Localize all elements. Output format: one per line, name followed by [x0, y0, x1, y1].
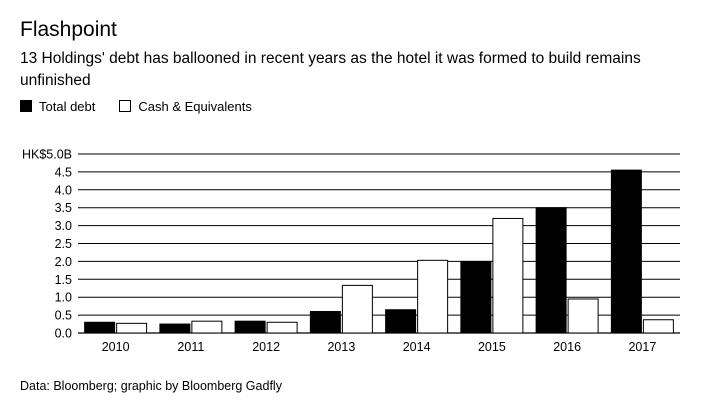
legend-swatch-cash: [119, 100, 132, 112]
legend-label-cash: Cash & Equivalents: [138, 98, 252, 114]
legend: Total debt Cash & Equivalents: [20, 97, 276, 115]
legend-item-total-debt: Total debt: [20, 99, 95, 114]
bar-cash-2013: [341, 284, 373, 334]
x-tick-label-2013: 2013: [327, 340, 355, 354]
bar-total-debt-2011: [159, 323, 191, 334]
source-note: Data: Bloomberg; graphic by Bloomberg Ga…: [20, 379, 282, 393]
x-tick-label-2014: 2014: [403, 340, 431, 354]
y-tick-label-0: 0.0: [55, 327, 72, 341]
bar-total-debt-2014: [385, 309, 417, 334]
bar-cash-2014: [417, 259, 449, 334]
y-tick-label-2: 1.0: [55, 291, 72, 305]
x-tick-label-2011: 2011: [177, 340, 204, 354]
x-tick-label-2012: 2012: [252, 340, 280, 354]
bar-total-debt-2016: [535, 207, 567, 334]
bar-total-debt-2010: [84, 321, 116, 334]
y-tick-label-5: 2.5: [55, 237, 72, 251]
x-tick-label-2016: 2016: [553, 340, 581, 354]
y-tick-label-1: 0.5: [55, 309, 72, 323]
legend-label-total-debt: Total debt: [39, 98, 96, 114]
x-tick-label-2010: 2010: [102, 340, 130, 354]
legend-item-cash: Cash & Equivalents: [119, 98, 252, 114]
bar-total-debt-2017: [610, 169, 642, 334]
bar-cash-2010: [116, 322, 148, 334]
y-tick-label-10: HK$5.0B: [22, 148, 72, 162]
y-tick-label-8: 4.0: [55, 183, 72, 197]
legend-swatch-total-debt: [20, 100, 32, 112]
x-tick-label-2017: 2017: [628, 340, 656, 354]
y-tick-label-9: 4.5: [55, 165, 72, 179]
bar-total-debt-2013: [309, 311, 341, 334]
bar-cash-2015: [492, 217, 524, 334]
x-tick-label-2015: 2015: [478, 340, 506, 354]
chart-subtitle: 13 Holdings' debt has ballooned in recen…: [20, 50, 641, 89]
bar-chart: 0.0 0.5 1.0 1.5 2.0 2.5 3.0 3.5 4.0 4.5 HK$5.0B 201…: [22, 148, 680, 354]
bar-cash-2016: [567, 298, 599, 334]
bar-cash-2011: [191, 320, 223, 334]
bar-cash-2017: [642, 319, 674, 334]
y-tick-label-3: 1.5: [55, 273, 72, 287]
y-tick-label-6: 3.0: [55, 219, 72, 233]
chart-title: Flashpoint: [20, 18, 117, 41]
bar-total-debt-2012: [234, 320, 266, 334]
y-tick-label-7: 3.5: [55, 201, 72, 215]
bar-total-debt-2015: [460, 260, 492, 334]
y-tick-label-4: 2.0: [55, 255, 72, 269]
bar-cash-2012: [266, 321, 298, 334]
